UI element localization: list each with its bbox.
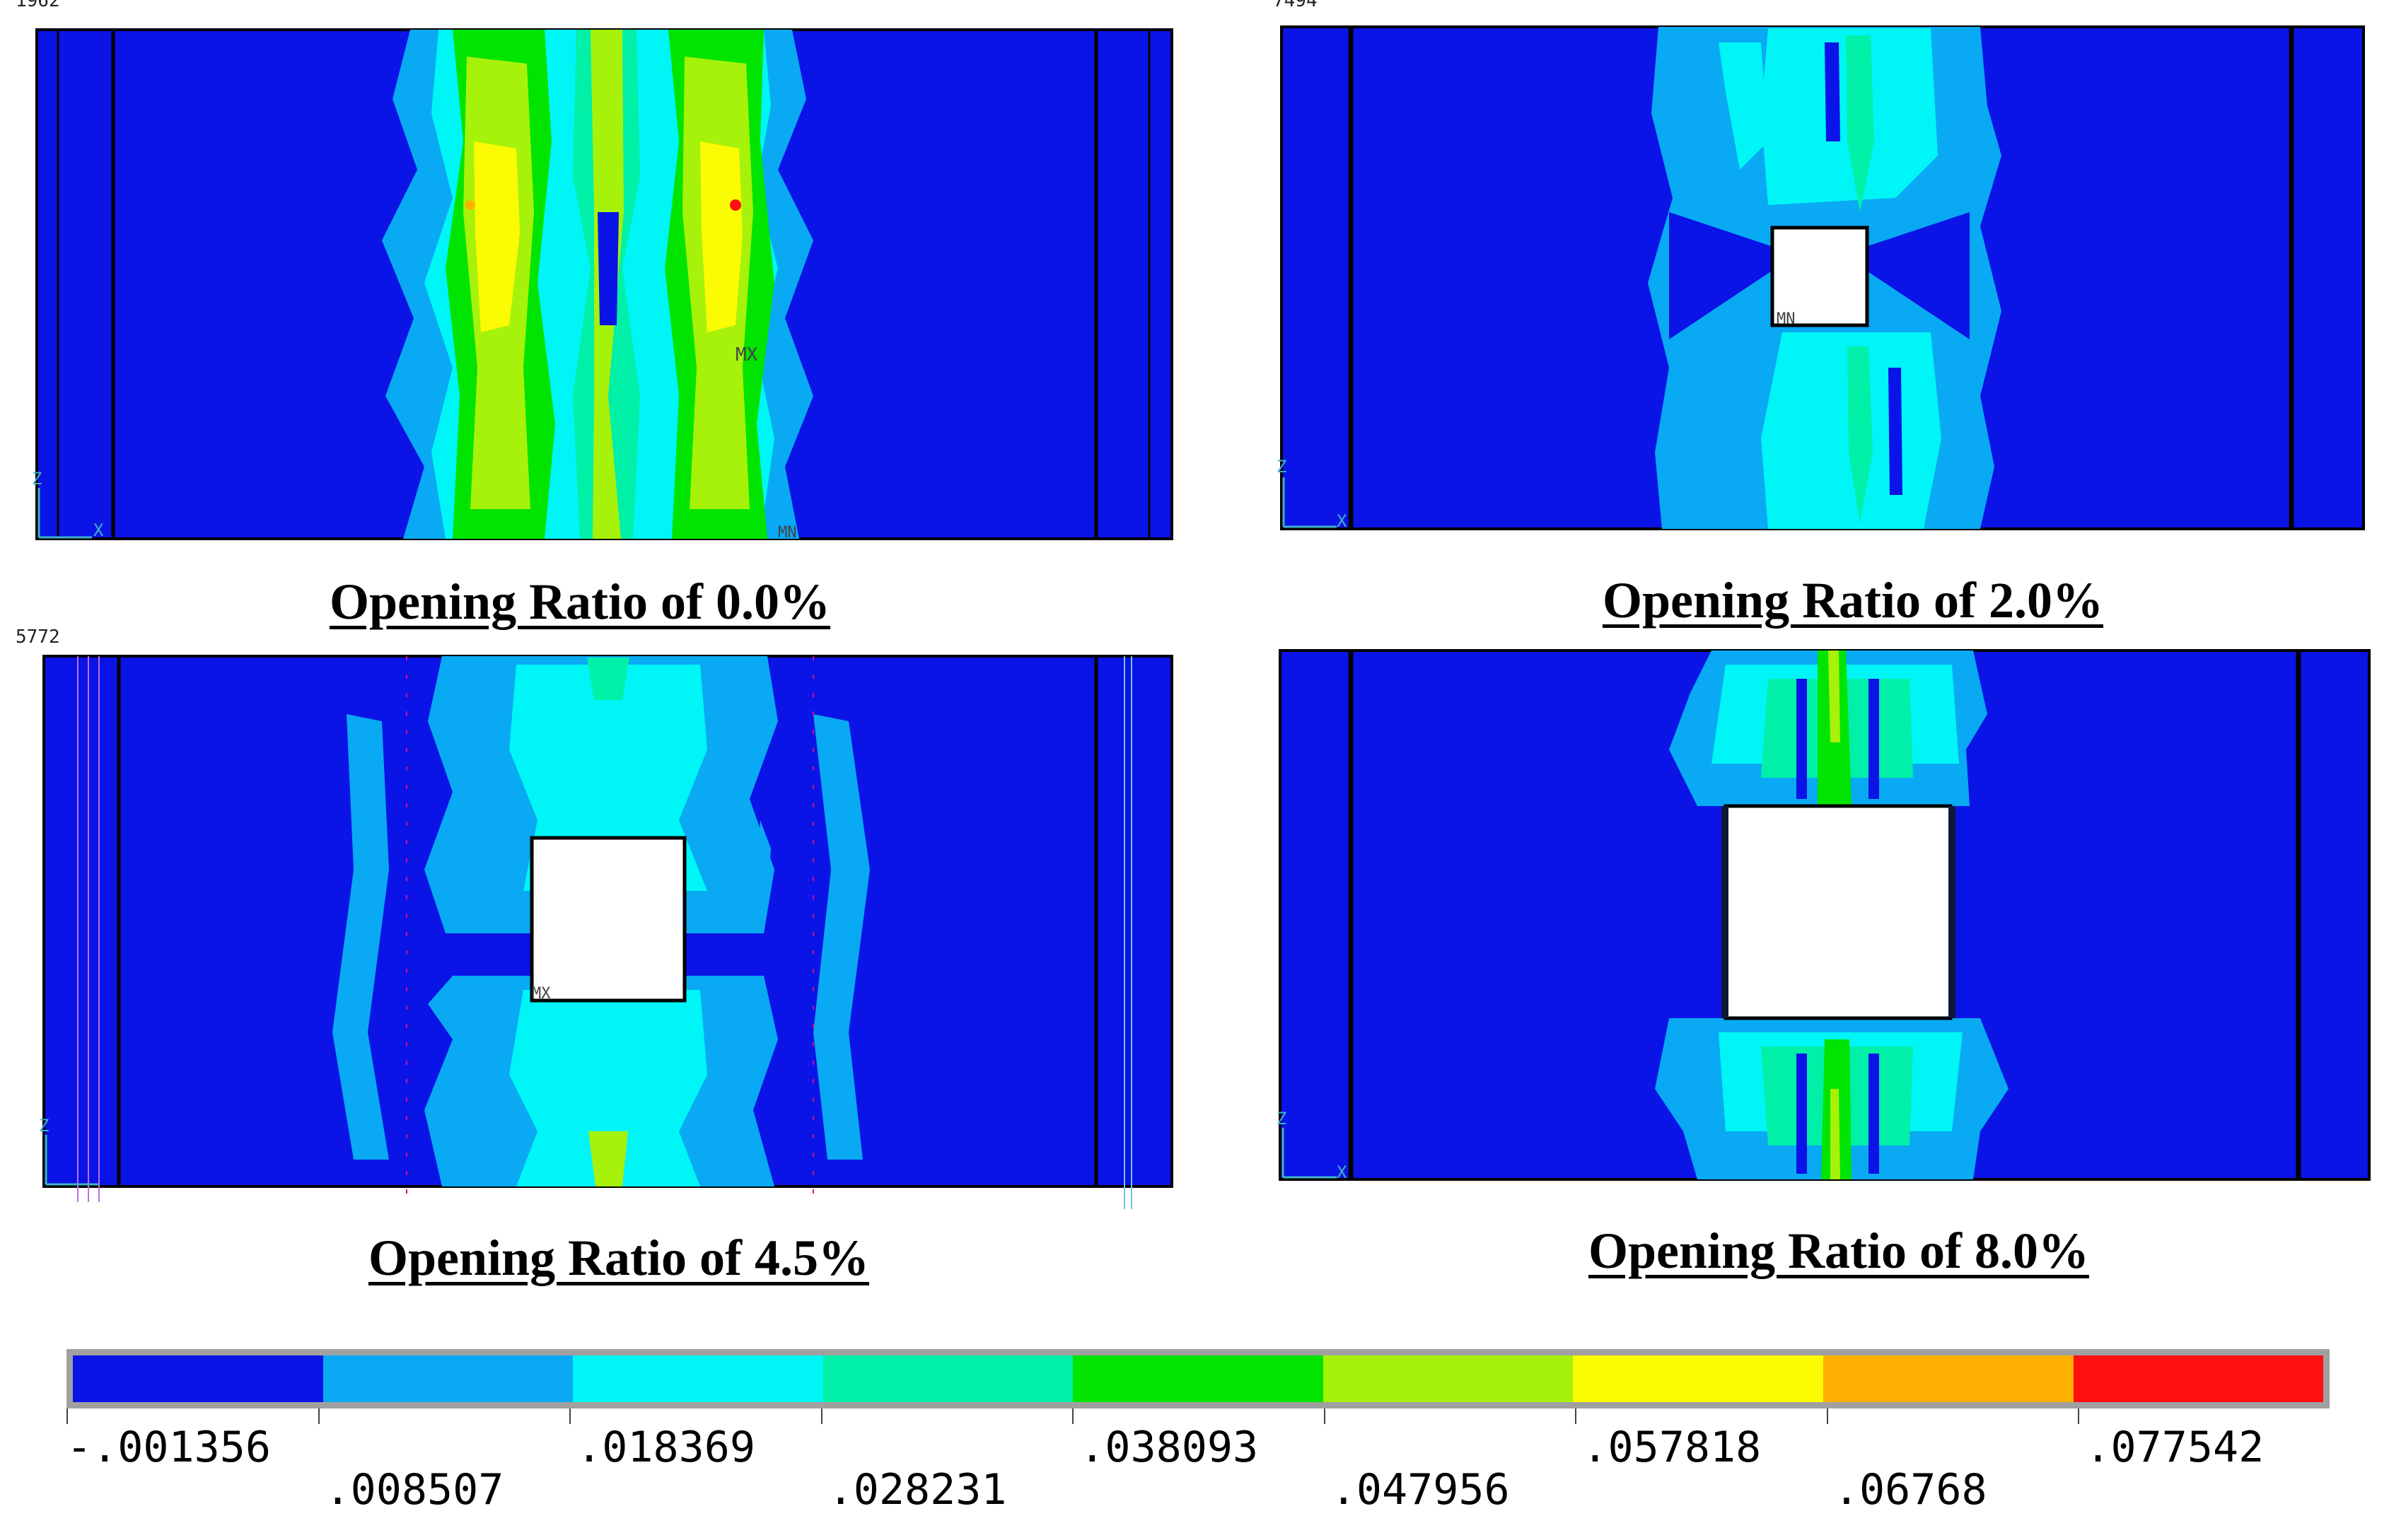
legend-tick-label: .008507: [325, 1465, 504, 1515]
axis-x-label: X: [1337, 511, 1347, 531]
legend-tick-label: .028231: [827, 1465, 1007, 1515]
legend-tick-label: .06768: [1833, 1465, 1987, 1515]
legend-swatch: [322, 1355, 574, 1402]
legend-swatch: [73, 1355, 323, 1402]
legend-tick: [2078, 1408, 2080, 1424]
axis-z-label: Z: [1277, 1109, 1286, 1128]
legend-swatch: [1323, 1355, 1574, 1402]
contour-plot-1: MN Z X: [1277, 25, 2365, 531]
contour-panel-2: 5772 MX Z: [0, 626, 1202, 1287]
max-marker: MX: [532, 985, 551, 1003]
axis-x-label: X: [1337, 1162, 1347, 1182]
caption-3: Opening Ratio of 8.0%: [1588, 1223, 2090, 1279]
axis-x-label: X: [93, 520, 104, 540]
legend-tick: [1323, 1408, 1325, 1424]
contour-plot-2: MX Z: [39, 655, 1173, 1209]
axis-z-label: Z: [32, 469, 42, 489]
axis-triad-icon: [37, 488, 92, 539]
legend-swatch: [1073, 1355, 1323, 1402]
legend-tick-label: .057818: [1582, 1423, 1762, 1472]
max-marker: MX: [736, 344, 758, 366]
legend-swatch: [1823, 1355, 2074, 1402]
legend-tick: [569, 1408, 571, 1424]
legend-tick: [820, 1408, 823, 1424]
legend-tick-label: .077542: [2085, 1423, 2265, 1472]
legend-tick: [1826, 1408, 1828, 1424]
panel-0-corner-value: 1962: [16, 0, 60, 11]
caption-2: Opening Ratio of 4.5%: [368, 1230, 870, 1286]
contour-plot-0: MX MN Z X: [32, 28, 1173, 542]
caption-0: Opening Ratio of 0.0%: [329, 573, 831, 630]
legend-swatch: [2073, 1355, 2324, 1402]
legend-swatch: [573, 1355, 823, 1402]
left-support-icons: [77, 656, 100, 1202]
min-marker: MN: [1777, 310, 1796, 328]
legend-tick: [1575, 1408, 1577, 1424]
axis-z-label: Z: [1277, 457, 1286, 477]
contour-panel-1: 7494 MN Z X: [1273, 0, 2389, 636]
legend-tick: [318, 1408, 320, 1424]
legend-tick-label: -.001356: [66, 1423, 271, 1472]
panel-2-corner-value: 5772: [16, 626, 60, 648]
legend-tick: [66, 1408, 68, 1424]
contour-panel-3: Z X: [1273, 636, 2389, 1287]
legend-tick-label: .018369: [576, 1423, 755, 1472]
legend-swatch: [823, 1355, 1074, 1402]
caption-1: Opening Ratio of 2.0%: [1602, 572, 2104, 629]
legend-tick: [1072, 1408, 1074, 1424]
axis-z-label: Z: [39, 1116, 49, 1136]
legend-tick-label: .047956: [1330, 1465, 1510, 1515]
color-legend-bar: [66, 1349, 2330, 1408]
right-support-icons: [1124, 656, 1132, 1209]
panel-1-corner-value: 7494: [1273, 0, 1318, 11]
contour-panel-0: 1962 MX MN Z X: [0, 0, 1202, 636]
contour-plot-3: Z X: [1277, 649, 2371, 1182]
min-marker: MN: [778, 524, 797, 542]
legend-swatch: [1573, 1355, 1823, 1402]
legend-tick-label: .038093: [1079, 1423, 1259, 1472]
